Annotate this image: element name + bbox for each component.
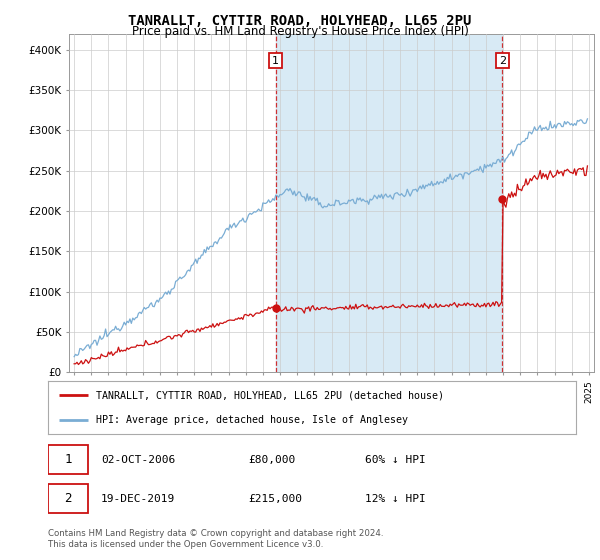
Text: 2: 2 — [64, 492, 71, 505]
Text: 60% ↓ HPI: 60% ↓ HPI — [365, 455, 425, 465]
Text: £80,000: £80,000 — [248, 455, 296, 465]
Text: 2: 2 — [499, 55, 506, 66]
Text: Price paid vs. HM Land Registry's House Price Index (HPI): Price paid vs. HM Land Registry's House … — [131, 25, 469, 38]
Text: 02-OCT-2006: 02-OCT-2006 — [101, 455, 175, 465]
Text: 1: 1 — [272, 55, 279, 66]
Text: TANRALLT, CYTTIR ROAD, HOLYHEAD, LL65 2PU (detached house): TANRALLT, CYTTIR ROAD, HOLYHEAD, LL65 2P… — [95, 390, 443, 400]
Text: HPI: Average price, detached house, Isle of Anglesey: HPI: Average price, detached house, Isle… — [95, 414, 407, 424]
Text: 1: 1 — [64, 453, 71, 466]
FancyBboxPatch shape — [48, 445, 88, 474]
FancyBboxPatch shape — [48, 484, 88, 514]
Text: TANRALLT, CYTTIR ROAD, HOLYHEAD, LL65 2PU: TANRALLT, CYTTIR ROAD, HOLYHEAD, LL65 2P… — [128, 14, 472, 28]
Text: 12% ↓ HPI: 12% ↓ HPI — [365, 493, 425, 503]
Text: £215,000: £215,000 — [248, 493, 302, 503]
Bar — [276, 34, 502, 372]
Text: 19-DEC-2019: 19-DEC-2019 — [101, 493, 175, 503]
Text: Contains HM Land Registry data © Crown copyright and database right 2024.
This d: Contains HM Land Registry data © Crown c… — [48, 529, 383, 549]
